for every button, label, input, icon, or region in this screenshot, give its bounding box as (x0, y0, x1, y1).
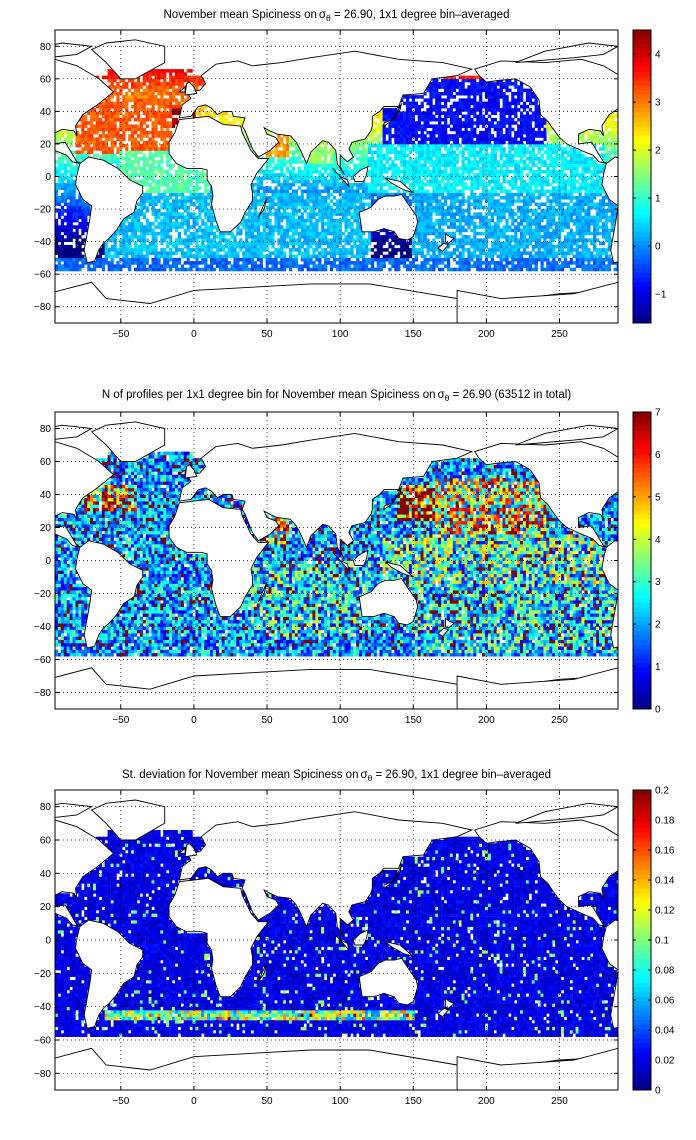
colorbar-tick-label: 4 (655, 50, 661, 61)
colorbar-tick-label: 0.16 (655, 846, 675, 857)
colorbar-tick-label: 3 (655, 98, 661, 109)
x-tick-label: −50 (112, 715, 129, 726)
axes: −50 0 50 100 150 200 250 −80 −60 −40 −20 0 20 40 60 80 (34, 412, 618, 726)
chart-panel-1: November mean Spiciness on σθ = 26.90, 1x… (34, 9, 667, 340)
colorbar-tick-label: 3 (655, 577, 661, 588)
y-tick-label: −60 (34, 655, 51, 666)
colorbar-tick-label: 0.14 (655, 876, 675, 887)
chart-title: N of profiles per 1x1 degree bin for Nov… (102, 389, 571, 403)
x-tick-label: 150 (405, 715, 422, 726)
x-tick-label: 100 (332, 1096, 349, 1107)
y-tick-label: −40 (34, 237, 51, 248)
y-tick-label: 0 (45, 556, 51, 567)
heatmap-cells (55, 451, 618, 657)
axes: −50 0 50 100 150 200 250 −80 −60 −40 −20 0 20 40 60 80 (34, 790, 618, 1107)
colorbar-tick-label: 1 (655, 194, 661, 205)
coastlines (55, 421, 618, 709)
y-tick-label: 60 (40, 836, 52, 847)
x-tick-label: 200 (478, 329, 495, 340)
y-tick-label: −20 (34, 205, 51, 216)
colorbar-tick-label: 1 (655, 662, 661, 673)
colorbar-tick-label: 0.1 (655, 936, 669, 947)
colorbar: −1 0 1 2 3 4 (632, 29, 667, 324)
y-tick-label: 40 (40, 490, 52, 501)
y-tick-label: 80 (40, 424, 52, 435)
y-tick-label: −40 (34, 622, 51, 633)
grid-lines (55, 30, 618, 323)
colorbar-tick-label: 5 (655, 492, 661, 503)
y-tick-label: −80 (34, 1069, 51, 1080)
chart-panel-2: N of profiles per 1x1 degree bin for Nov… (34, 389, 661, 726)
x-tick-label: 0 (191, 1096, 197, 1107)
y-tick-label: 20 (40, 902, 52, 913)
y-tick-label: 80 (40, 42, 52, 53)
x-tick-label: 150 (405, 329, 422, 340)
y-tick-label: −40 (34, 1002, 51, 1013)
y-tick-label: 40 (40, 869, 52, 880)
x-tick-label: 150 (405, 1096, 422, 1107)
y-tick-label: 40 (40, 107, 52, 118)
heatmap-cells (55, 69, 618, 272)
x-tick-label: 0 (191, 715, 197, 726)
colorbar-tick-label: 0.06 (655, 996, 675, 1007)
y-tick-label: 20 (40, 523, 52, 534)
x-tick-label: 50 (261, 715, 273, 726)
y-tick-label: −60 (34, 1036, 51, 1047)
colorbar-tick-label: 2 (655, 146, 661, 157)
x-tick-label: 250 (551, 329, 568, 340)
x-tick-label: 250 (551, 715, 568, 726)
x-tick-label: −50 (112, 329, 129, 340)
grid-lines (55, 412, 618, 709)
colorbar-tick-label: 0.02 (655, 1056, 675, 1067)
y-tick-label: −20 (34, 589, 51, 600)
x-tick-label: 0 (191, 329, 197, 340)
colorbar-tick-label: 6 (655, 450, 661, 461)
colorbar-tick-label: 0 (655, 705, 661, 716)
x-tick-label: 50 (261, 329, 273, 340)
x-tick-label: 100 (332, 329, 349, 340)
y-tick-label: −80 (34, 302, 51, 313)
y-tick-label: 80 (40, 802, 52, 813)
axes: −50 0 50 100 150 200 250 −80 −60 −40 −20 0 20 40 60 80 (34, 30, 618, 340)
colorbar-tick-label: 0.08 (655, 966, 675, 977)
heatmap-cells (55, 830, 618, 1037)
colorbar-tick-label: 4 (655, 535, 661, 546)
y-tick-label: −60 (34, 270, 51, 281)
y-tick-label: −20 (34, 969, 51, 980)
y-tick-label: 0 (45, 936, 51, 947)
x-tick-label: −50 (112, 1096, 129, 1107)
colorbar-tick-label: 0.04 (655, 1026, 675, 1037)
y-tick-label: 60 (40, 74, 52, 85)
colorbar-tick-label: 0.12 (655, 906, 675, 917)
colorbar-tick-label: 0 (655, 242, 661, 253)
x-tick-label: 100 (332, 715, 349, 726)
colorbar-tick-label: 0.2 (655, 786, 669, 797)
colorbar-tick-label: 7 (655, 408, 661, 419)
colorbar-tick-label: 0.18 (655, 816, 675, 827)
x-tick-label: 250 (551, 1096, 568, 1107)
colorbar-tick-label: −1 (655, 290, 667, 301)
coastlines (55, 39, 618, 323)
y-tick-label: 60 (40, 457, 52, 468)
chart-title: November mean Spiciness on σθ = 26.90, 1x… (164, 9, 510, 23)
chart-panel-3: St. deviation for November mean Spicines… (34, 769, 675, 1107)
coastlines (55, 799, 618, 1090)
x-tick-label: 50 (261, 1096, 273, 1107)
colorbar-tick-label: 2 (655, 620, 661, 631)
chart-title: St. deviation for November mean Spicines… (122, 769, 551, 783)
x-tick-label: 200 (478, 715, 495, 726)
colorbar: 0 1 2 3 4 5 6 7 (632, 408, 661, 716)
y-tick-label: 20 (40, 139, 52, 150)
y-tick-label: −80 (34, 688, 51, 699)
y-tick-label: 0 (45, 172, 51, 183)
x-tick-label: 200 (478, 1096, 495, 1107)
colorbar: 0 0.02 0.04 0.06 0.08 0.1 0.12 0.14 0.16 0.18 0.2 (632, 786, 675, 1097)
colorbar-tick-label: 0 (655, 1086, 661, 1097)
